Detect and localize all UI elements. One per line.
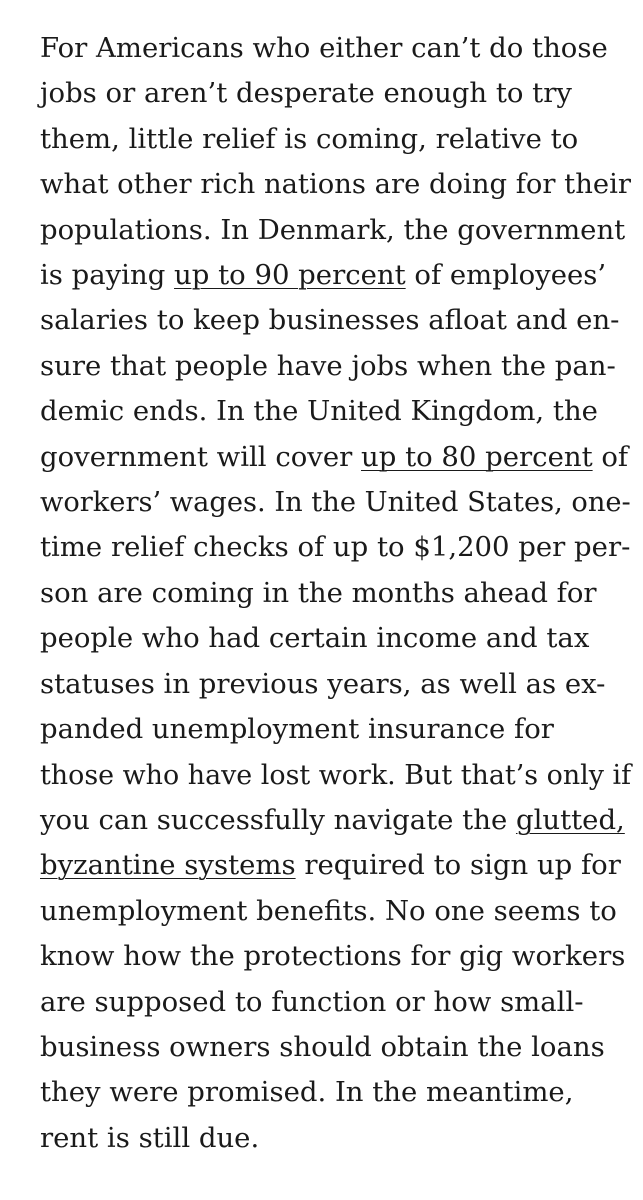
text-segment: of employees’ <box>405 259 607 292</box>
text-line: they were promised. In the meantime, <box>40 1076 574 1109</box>
text-line: byzantine systems required to sign up fo… <box>40 843 621 888</box>
text-line: demic ends. In the United Kingdom, the <box>40 395 598 428</box>
text-line: jobs or aren’t desperate enough to try <box>40 77 572 110</box>
text-line: business owners should obtain the loans <box>40 1030 605 1063</box>
text-segment: is paying <box>40 259 175 292</box>
text-line: statuses in previous years, as well as e… <box>40 667 606 700</box>
text-line: unemployment benefits. No one seems to <box>40 894 617 927</box>
text-line: time relief checks of up to $1,200 per p… <box>40 531 631 564</box>
text-segment: required to sign up for <box>295 849 621 882</box>
text-line: people who had certain income and tax <box>40 622 590 655</box>
text-line: what other rich nations are doing for th… <box>40 169 631 201</box>
text-line: sure that people have jobs when the pan- <box>40 349 616 382</box>
byzantine-systems-link[interactable]: byzantine systems <box>40 849 296 882</box>
text-line: son are coming in the months ahead for <box>40 576 597 609</box>
text-segment: government will cover <box>40 440 362 473</box>
text-line: panded unemployment insurance for <box>40 713 554 746</box>
text-line: For Americans who either can’t do those <box>40 32 608 64</box>
article-paragraph: For Americans who either can’t do those … <box>40 26 632 1161</box>
denmark-wages-link[interactable]: up to 90 percent <box>174 259 406 292</box>
text-line: government will cover up to 80 percent o… <box>40 435 628 480</box>
text-line: populations. In Denmark, the government <box>40 213 626 246</box>
text-line: you can successfully navigate the glutte… <box>40 798 625 843</box>
glutted-systems-link[interactable]: glutted, <box>515 803 625 836</box>
text-line: them, little relief is coming, relative … <box>40 122 579 155</box>
text-segment: you can successfully navigate the <box>40 803 516 836</box>
text-segment: of <box>592 440 629 473</box>
text-line: are supposed to function or how small- <box>40 985 584 1018</box>
text-line: salaries to keep businesses afloat and e… <box>40 304 620 337</box>
uk-wages-link[interactable]: up to 80 percent <box>361 440 593 473</box>
text-line: those who have lost work. But that’s onl… <box>40 759 632 791</box>
text-line: know how the protections for gig workers <box>40 940 626 973</box>
text-line: rent is still due. <box>40 1121 260 1154</box>
text-line: workers’ wages. In the United States, on… <box>40 487 631 519</box>
text-line: is paying up to 90 percent of employees’ <box>40 253 620 298</box>
